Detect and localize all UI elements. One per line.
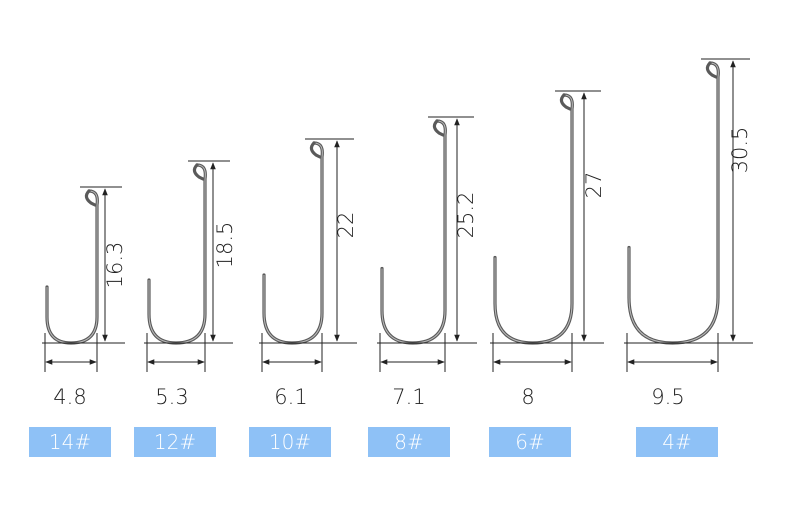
size-label: 12# [154, 430, 196, 454]
gap-label: 8 [521, 385, 534, 409]
size-box [249, 427, 331, 457]
length-label: 18.5 [213, 222, 237, 269]
hook-item: 30.5 9.5 4# [624, 58, 753, 457]
hook-shape [380, 119, 447, 345]
size-label: 6# [515, 430, 544, 454]
hook-shape [493, 93, 574, 345]
length-label: 22 [334, 212, 358, 239]
size-box [368, 427, 450, 457]
length-label: 27 [582, 172, 606, 199]
size-label: 10# [269, 430, 311, 454]
hook-item: 22 6.1 10# [249, 138, 358, 457]
gap-label: 6.1 [274, 385, 307, 409]
length-label: 16.3 [103, 242, 127, 289]
hook-highlight [263, 142, 323, 344]
hook-highlight [381, 120, 446, 344]
size-box [134, 427, 216, 457]
size-box [636, 427, 718, 457]
hook-highlight [628, 62, 719, 344]
hook-item: 18.5 5.3 12# [134, 160, 237, 457]
hook-shape [262, 141, 324, 345]
gap-label: 4.8 [53, 385, 86, 409]
size-label: 14# [49, 430, 91, 454]
size-label: 8# [394, 430, 423, 454]
gap-label: 5.3 [155, 385, 188, 409]
size-label: 4# [662, 430, 691, 454]
hook-item: 16.3 4.8 14# [29, 186, 127, 457]
size-box [489, 427, 571, 457]
hook-eye [432, 119, 445, 137]
gap-label: 9.5 [651, 385, 684, 409]
hook-item: 25.2 7.1 8# [368, 116, 478, 457]
hook-shape [45, 189, 99, 345]
hook-eye [705, 61, 718, 79]
hook-eye [84, 189, 97, 207]
hook-eye [192, 163, 205, 181]
hook-shape [147, 163, 207, 345]
hook-highlight [46, 190, 98, 344]
hook-highlight [148, 164, 206, 344]
hook-eye [309, 141, 322, 159]
length-label: 25.2 [454, 192, 478, 239]
hook-item: 27 8 6# [489, 90, 606, 457]
gap-label: 7.1 [392, 385, 425, 409]
hook-highlight [494, 94, 573, 344]
size-box [29, 427, 111, 457]
hook-eye [559, 93, 572, 111]
length-label: 30.5 [728, 127, 752, 174]
hook-shape [627, 61, 720, 345]
